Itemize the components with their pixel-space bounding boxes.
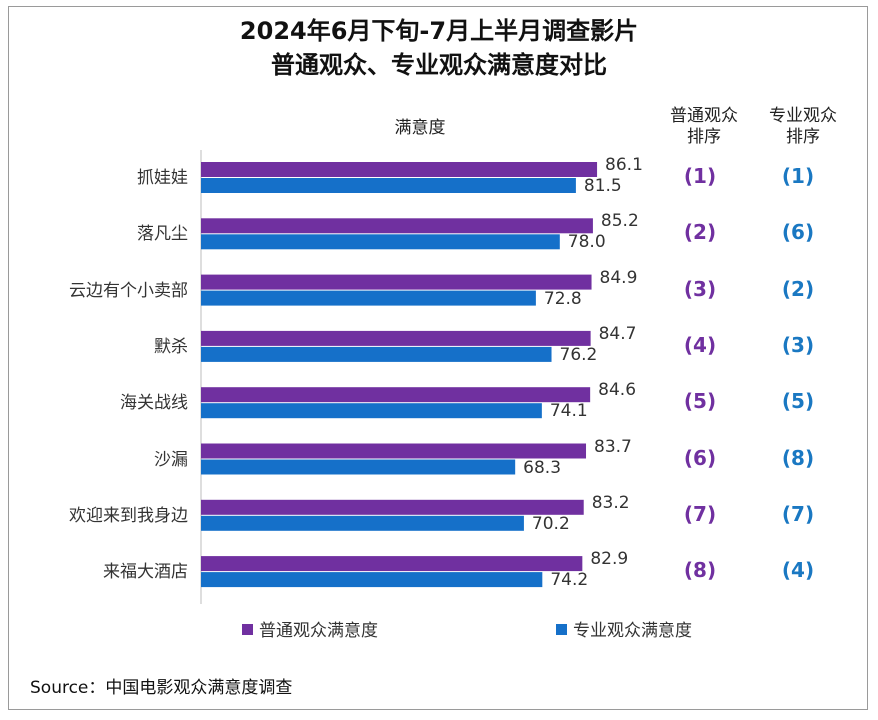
value-label-pro: 76.2 [559, 344, 598, 365]
bar-pro [201, 290, 536, 306]
value-label-general: 84.9 [599, 267, 638, 288]
legend-general-swatch [242, 624, 253, 635]
general-rank-header-line2: 排序 [687, 127, 721, 147]
rank-pro: (4) [781, 558, 815, 583]
category-label: 默杀 [154, 336, 188, 357]
rank-pro: (7) [781, 501, 815, 526]
value-label-pro: 74.1 [549, 401, 588, 422]
rank-general: (6) [683, 445, 717, 470]
bar-pro [201, 234, 560, 250]
bar-general [201, 218, 593, 234]
source-note: Source：中国电影观众满意度调查 [30, 678, 293, 698]
rank-pro: (6) [781, 220, 815, 245]
value-label-pro: 70.2 [531, 513, 570, 534]
value-label-general: 84.6 [598, 380, 637, 401]
general-rank-header: 普通观众 排序 [664, 106, 744, 148]
value-label-general: 86.1 [605, 155, 643, 175]
bar-general [201, 443, 587, 459]
value-label-general: 83.2 [591, 492, 630, 513]
legend-pro-swatch [556, 624, 567, 635]
legend-general-label: 普通观众满意度 [259, 621, 378, 641]
rank-general: (7) [683, 501, 717, 526]
rank-general: (4) [683, 332, 717, 357]
value-label-general: 82.9 [590, 549, 629, 570]
category-label: 抓娃娃 [137, 168, 188, 188]
value-label-pro: 81.5 [583, 176, 622, 196]
pro-rank-header-line1: 专业观众 [769, 106, 837, 126]
value-label-general: 85.2 [600, 211, 639, 232]
bar-general [201, 330, 591, 346]
category-label: 落凡尘 [137, 224, 188, 245]
rank-pro: (3) [781, 332, 815, 357]
rank-general: (3) [683, 276, 717, 301]
bar-general [201, 499, 584, 515]
rank-general: (5) [683, 389, 717, 414]
rank-general: (8) [683, 558, 717, 583]
legend-general: 普通观众满意度 [242, 620, 378, 642]
rank-general: (1) [683, 164, 717, 188]
rank-general: (2) [683, 220, 717, 245]
value-label-general: 83.7 [594, 436, 632, 457]
category-label: 沙漏 [154, 449, 188, 470]
value-label-pro: 72.8 [543, 288, 582, 309]
bar-general [201, 387, 591, 403]
bar-general [201, 162, 598, 177]
category-label: 来福大酒店 [103, 562, 188, 583]
chart-subtitle: 普通观众、专业观众满意度对比 [271, 51, 607, 79]
bar-pro [201, 346, 552, 362]
bar-pro [201, 515, 524, 531]
legend-pro-label: 专业观众满意度 [573, 621, 692, 641]
value-label-general: 84.7 [598, 323, 637, 344]
category-label: 云边有个小卖部 [69, 280, 188, 301]
chart-title: 2024年6月下旬-7月上半月调查影片 [239, 17, 639, 45]
general-rank-header-line1: 普通观众 [670, 106, 738, 126]
bar-pro [201, 459, 516, 475]
category-label: 欢迎来到我身边 [69, 505, 188, 526]
legend-pro: 专业观众满意度 [556, 620, 692, 642]
rank-pro: (2) [781, 276, 815, 301]
value-label-pro: 78.0 [567, 232, 606, 253]
bar-general [201, 274, 592, 290]
pro-rank-header-line2: 排序 [786, 127, 820, 147]
rank-pro: (5) [781, 389, 815, 414]
rank-pro: (8) [781, 445, 815, 470]
bar-pro [201, 403, 542, 419]
value-label-pro: 68.3 [523, 457, 562, 478]
bar-general [201, 556, 583, 572]
pro-rank-header: 专业观众 排序 [758, 106, 848, 148]
bar-pro [201, 572, 543, 588]
category-label: 海关战线 [120, 393, 188, 414]
rank-pro: (1) [781, 164, 815, 188]
satisfaction-header: 满意度 [394, 118, 446, 138]
bar-pro [201, 178, 576, 193]
value-label-pro: 74.2 [550, 570, 589, 591]
